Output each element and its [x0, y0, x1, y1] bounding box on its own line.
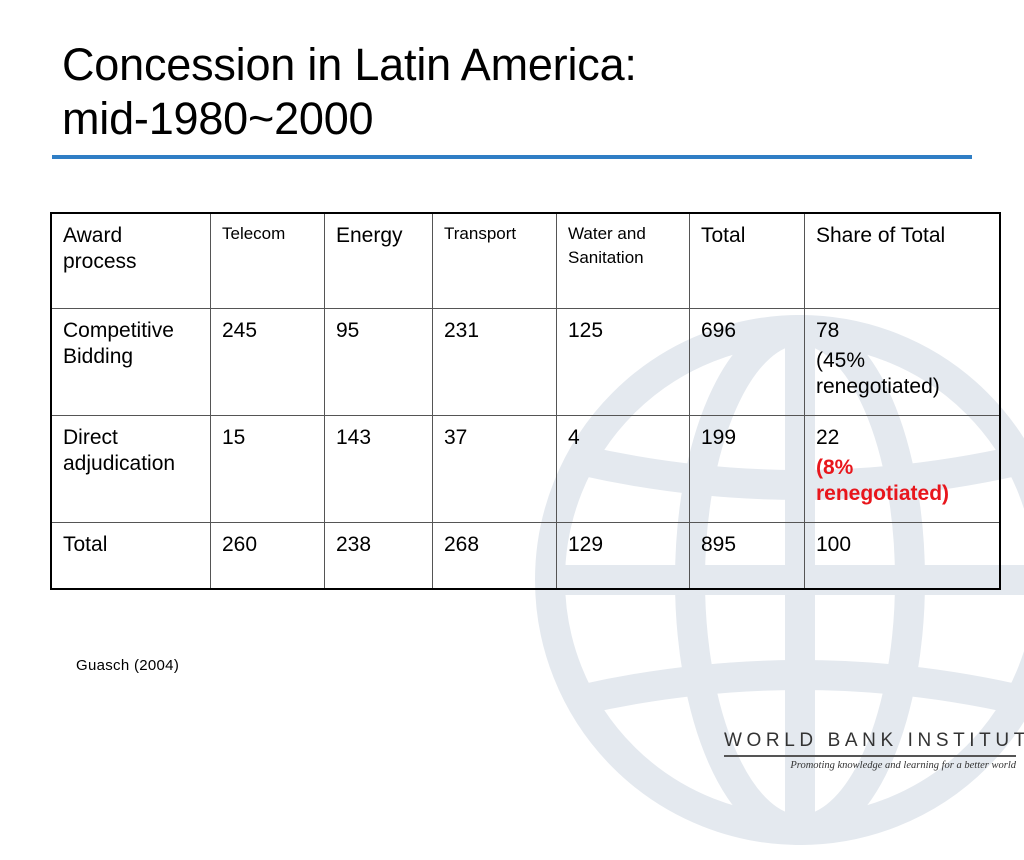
concession-table: Award process Telecom Energy Transport W…	[50, 212, 1001, 590]
table-cell: 4	[556, 415, 690, 523]
table-cell: 129	[556, 522, 690, 590]
share-note: (45% renegotiated)	[816, 349, 940, 398]
header-cell-total: Total	[689, 212, 805, 309]
world-bank-institute-logo: WORLD BANK INSTITUTE Promoting knowledge…	[724, 730, 1024, 771]
row-label: Direct adjudication	[50, 415, 211, 523]
share-note-highlighted: (8% renegotiated)	[816, 456, 950, 505]
table-cell: 238	[324, 522, 433, 590]
row-label: Competitive Bidding	[50, 308, 211, 416]
table-cell: 895	[689, 522, 805, 590]
title-line-1: Concession in Latin America:	[62, 39, 637, 90]
logo-tagline: Promoting knowledge and learning for a b…	[790, 759, 1016, 771]
table-cell: 37	[432, 415, 557, 523]
table-row-total: Total 260 238 268 129 895 100	[50, 522, 1001, 590]
row-label: Total	[50, 522, 211, 590]
table-header-row: Award process Telecom Energy Transport W…	[50, 212, 1001, 309]
table-cell: 696	[689, 308, 805, 416]
header-cell-transport: Transport	[432, 212, 557, 309]
table-cell: 125	[556, 308, 690, 416]
table-cell: 95	[324, 308, 433, 416]
table-cell: 15	[210, 415, 325, 523]
table-cell: 245	[210, 308, 325, 416]
share-cell: 22 (8% renegotiated)	[804, 415, 1001, 523]
table-row: Direct adjudication 15 143 37 4 199 22 (…	[50, 415, 1001, 523]
table-cell: 143	[324, 415, 433, 523]
slide-title: Concession in Latin America: mid-1980~20…	[62, 38, 637, 146]
table-cell: 268	[432, 522, 557, 590]
table-cell: 260	[210, 522, 325, 590]
logo-brand-name: WORLD BANK INSTITUTE	[724, 730, 1024, 751]
header-cell-water-sanitation: Water and Sanitation	[556, 212, 690, 309]
table-cell: 231	[432, 308, 557, 416]
header-cell-share-of-total: Share of Total	[804, 212, 1001, 309]
table-cell: 199	[689, 415, 805, 523]
share-cell: 100	[804, 522, 1001, 590]
share-value: 22	[816, 426, 840, 449]
header-cell-award-process: Award process	[50, 212, 211, 309]
header-cell-energy: Energy	[324, 212, 433, 309]
share-cell: 78 (45% renegotiated)	[804, 308, 1001, 416]
share-value: 78	[816, 319, 840, 342]
logo-divider	[724, 755, 1016, 757]
source-citation: Guasch (2004)	[76, 657, 180, 674]
title-underline	[52, 155, 972, 159]
title-line-2: mid-1980~2000	[62, 93, 374, 144]
header-cell-telecom: Telecom	[210, 212, 325, 309]
table-row: Competitive Bidding 245 95 231 125 696 7…	[50, 308, 1001, 416]
